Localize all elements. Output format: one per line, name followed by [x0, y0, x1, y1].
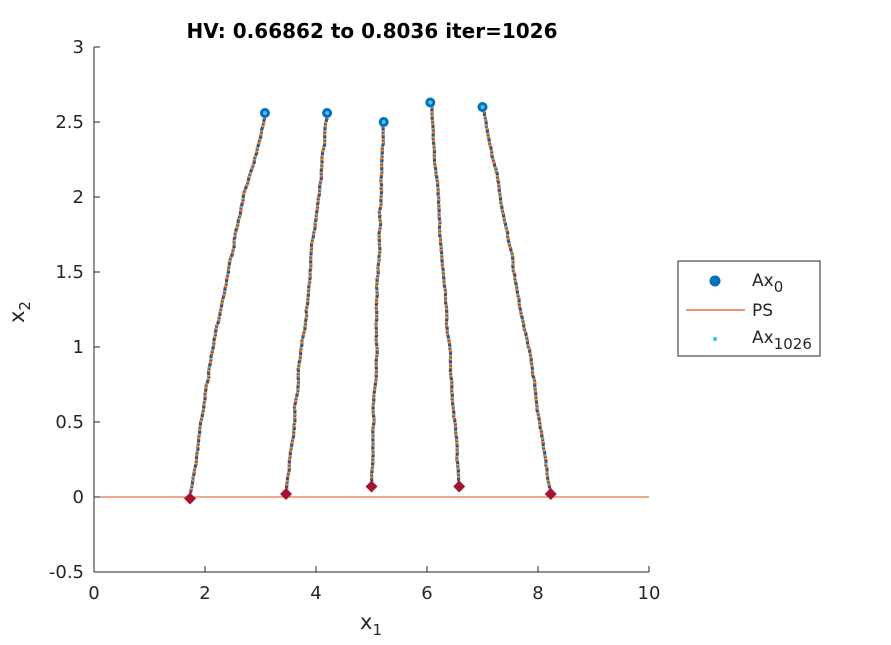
final-point-marker — [544, 488, 557, 500]
x-tick-label: 0 — [88, 583, 99, 604]
legend: Ax0 PS Ax1026 — [677, 260, 821, 357]
final-point-marker — [453, 480, 466, 493]
ax-final-start-point — [325, 111, 330, 115]
legend-marker-ax0 — [709, 275, 721, 287]
chart-title: HV: 0.66862 to 0.8036 iter=1026 — [186, 19, 557, 43]
y-tick-label: -0.5 — [49, 562, 84, 583]
y-tick-label: 2 — [73, 187, 84, 208]
legend-label-ax0: Ax0 — [752, 271, 783, 296]
y-tick-label: 0 — [73, 487, 84, 508]
y-tick-label: 1 — [73, 337, 84, 358]
y-tick-label: 3 — [73, 37, 84, 58]
legend-label-ax-final: Ax1026 — [752, 328, 812, 353]
y-axis-label: x2 — [5, 301, 34, 323]
trajectory — [429, 100, 461, 489]
final-point-marker — [365, 480, 378, 493]
legend-marker-ax-final — [712, 336, 718, 342]
legend-label-ps: PS — [752, 301, 773, 321]
y-ticks: -0.5 0 0.5 1 1.5 2 2.5 3 — [49, 37, 100, 583]
trajectories-group — [188, 100, 553, 501]
x-tick-label: 10 — [638, 583, 661, 604]
y-tick-label: 0.5 — [55, 412, 84, 433]
markers-group — [184, 97, 557, 505]
y-tick-label: 1.5 — [55, 262, 84, 283]
x-tick-label: 6 — [421, 583, 432, 604]
trajectory — [188, 111, 267, 501]
y-tick-label: 2.5 — [55, 112, 84, 133]
ax-final-start-point — [428, 100, 433, 105]
x-axis-label: x1 — [360, 610, 382, 639]
trajectory — [481, 105, 553, 496]
x-ticks: 0 2 4 6 8 10 — [88, 566, 660, 604]
axes — [93, 47, 649, 573]
x-tick-label: 2 — [199, 583, 210, 604]
x-tick-label: 4 — [310, 583, 321, 604]
ax-final-start-point — [480, 105, 485, 109]
ax-final-start-point — [262, 111, 267, 115]
x-tick-label: 8 — [532, 583, 543, 604]
legend-box — [677, 260, 821, 357]
final-point-marker — [280, 488, 293, 500]
final-point-marker — [184, 492, 197, 505]
ax-final-start-point — [381, 120, 386, 124]
